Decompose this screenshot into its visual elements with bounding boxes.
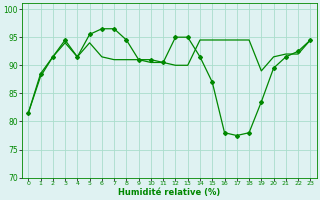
X-axis label: Humidité relative (%): Humidité relative (%) — [118, 188, 220, 197]
